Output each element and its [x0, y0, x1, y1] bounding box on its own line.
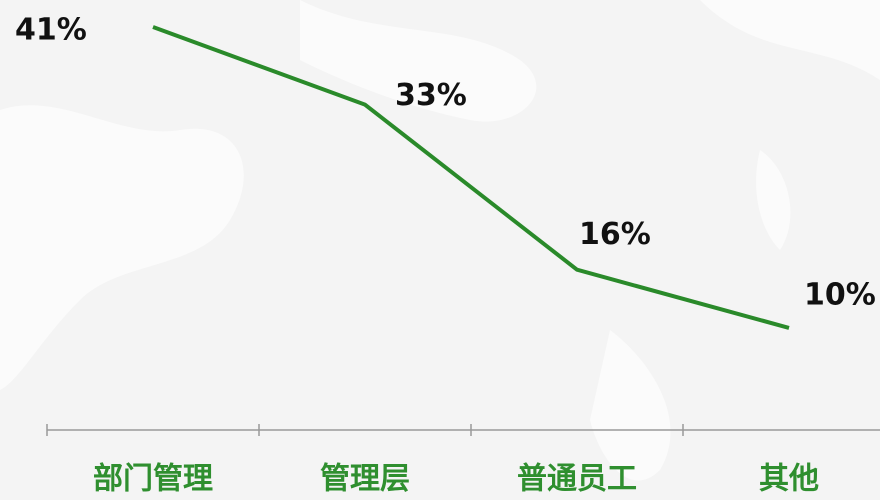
line: [152, 25, 790, 330]
x-tick-label: 其他: [759, 462, 819, 497]
x-tick-label: 管理层: [320, 462, 410, 497]
x-tick-label: 部门管理: [93, 462, 213, 497]
data-label: 33%: [395, 78, 467, 113]
data-label: 16%: [579, 217, 651, 252]
data-label: 41%: [15, 13, 87, 48]
background-map: [0, 0, 880, 480]
x-tick-label: 普通员工: [517, 462, 637, 497]
data-label: 10%: [804, 277, 876, 312]
